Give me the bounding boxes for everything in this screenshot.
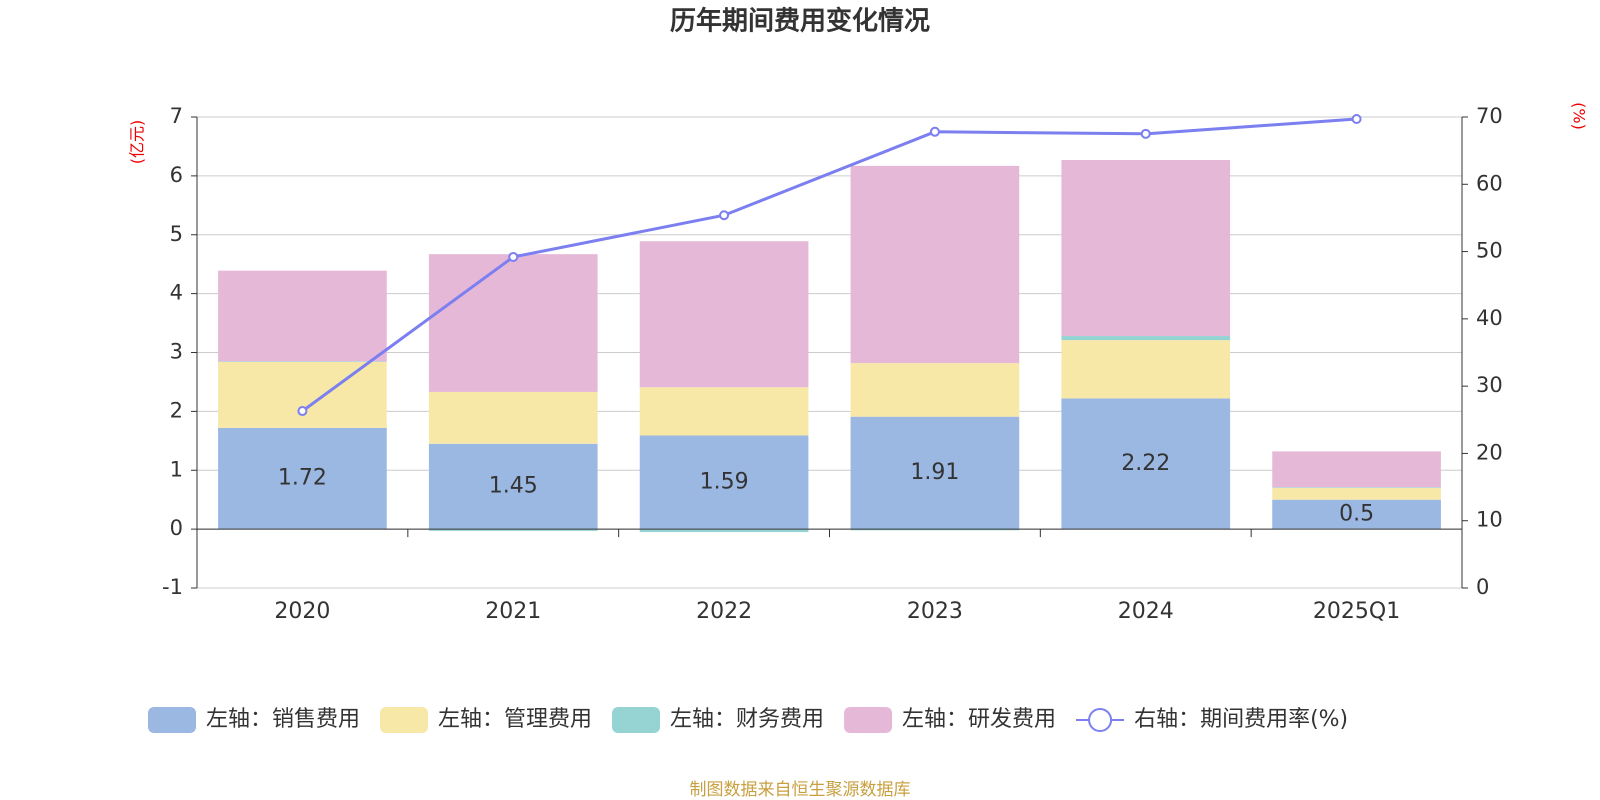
y2-tick-label: 0: [1476, 575, 1489, 599]
bar: [428, 443, 598, 530]
bar: [428, 391, 598, 444]
bar: [1272, 487, 1441, 500]
legend-label: 左轴：研发费用: [902, 707, 1056, 732]
data-label: 1.91: [910, 460, 959, 485]
bar: [1272, 499, 1441, 530]
bar: [850, 529, 1020, 531]
y-tick-label: 1: [170, 457, 183, 481]
y-tick-label: 6: [170, 163, 183, 187]
legend-swatch: [1088, 708, 1113, 732]
legend-label: 左轴：财务费用: [670, 707, 824, 732]
source-note: 制图数据来自恒生聚源数据库: [690, 780, 911, 800]
bar: [1272, 451, 1441, 488]
data-label: 1.45: [489, 473, 538, 498]
legend-item: 左轴：销售费用: [148, 707, 360, 733]
y-tick-label: 0: [170, 516, 183, 540]
bar: [850, 416, 1020, 530]
x-tick-label: 2021: [485, 599, 541, 624]
legend-item: 左轴：财务费用: [612, 707, 824, 733]
bar: [850, 165, 1020, 364]
legend-swatch: [380, 707, 429, 733]
line-point: [1351, 114, 1362, 125]
bar: [218, 270, 387, 362]
x-tick-label: 2025Q1: [1313, 599, 1400, 624]
legend-item: 右轴：期间费用率(%): [1076, 707, 1348, 732]
legend-swatch: [148, 707, 196, 733]
y-tick-label: -1: [162, 575, 183, 599]
line-point: [1140, 128, 1151, 139]
line-point: [929, 126, 940, 137]
bar: [218, 361, 387, 428]
bar: [218, 361, 387, 362]
bar: [1061, 336, 1231, 341]
bar: [639, 529, 809, 533]
legend-label: 右轴：期间费用率(%): [1134, 707, 1348, 732]
y-tick-label: 7: [170, 104, 183, 128]
legend-swatch: [844, 707, 893, 733]
y-tick-label: 3: [170, 340, 183, 364]
x-tick-label: 2022: [696, 599, 752, 624]
x-tick-label: 2024: [1118, 599, 1174, 624]
y2-axis-label: (%): [1570, 102, 1589, 130]
bar: [218, 427, 387, 530]
y2-tick-label: 50: [1476, 239, 1503, 263]
bar: [428, 529, 598, 531]
bar: [850, 363, 1020, 417]
data-label: 1.72: [278, 465, 327, 490]
y2-tick-label: 30: [1476, 373, 1503, 397]
y-axis-label: (亿元): [128, 120, 147, 165]
x-tick-label: 2020: [274, 599, 330, 624]
y2-tick-label: 20: [1476, 440, 1503, 464]
bar: [428, 254, 598, 392]
y-tick-label: 5: [170, 222, 183, 246]
y-tick-label: 2: [170, 398, 183, 422]
x-tick-label: 2023: [907, 599, 963, 624]
bar: [639, 435, 809, 530]
legend-item: 左轴：研发费用: [844, 707, 1056, 733]
data-label: 2.22: [1121, 451, 1170, 476]
y-tick-label: 4: [170, 281, 183, 305]
bar: [639, 387, 809, 436]
legend-swatch: [612, 707, 661, 733]
y2-tick-label: 60: [1476, 171, 1503, 195]
legend-label: 左轴：销售费用: [206, 707, 360, 732]
y2-tick-label: 40: [1476, 306, 1503, 330]
line-point: [719, 210, 730, 221]
bar: [639, 241, 809, 388]
bar: [1061, 340, 1231, 399]
line-point: [508, 251, 519, 262]
line-point: [297, 406, 308, 417]
legend-item: 左轴：管理费用: [380, 707, 592, 733]
chart-title: 历年期间费用变化情况: [670, 6, 930, 37]
line: [301, 117, 1357, 413]
bar: [1061, 159, 1231, 337]
data-label: 0.5: [1339, 501, 1374, 526]
y2-tick-label: 70: [1476, 104, 1503, 128]
bar: [1272, 487, 1441, 488]
legend-label: 左轴：管理费用: [438, 707, 592, 732]
data-label: 1.59: [700, 469, 749, 494]
bar: [1061, 398, 1231, 530]
y2-tick-label: 10: [1476, 508, 1503, 532]
